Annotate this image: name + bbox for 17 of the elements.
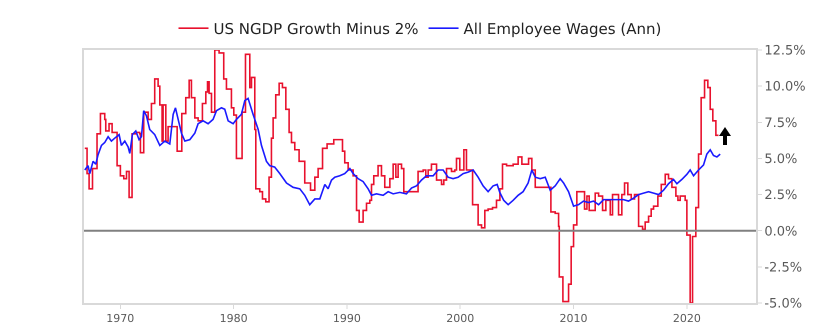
x-tick-label: 2010 bbox=[560, 312, 588, 325]
y-tick-label: 2.5% bbox=[764, 188, 798, 204]
y-tick-label: 0.0% bbox=[764, 224, 798, 240]
x-tick-label: 2020 bbox=[672, 312, 701, 325]
y-tick-label: 10.0% bbox=[764, 80, 806, 95]
x-tick-label: 1970 bbox=[106, 312, 134, 325]
y-tick-label: -2.5% bbox=[764, 260, 802, 276]
y-tick-label: -5.0% bbox=[764, 296, 802, 312]
x-tick-label: 1980 bbox=[220, 312, 248, 325]
line-series bbox=[84, 98, 721, 207]
y-tick-label: 5.0% bbox=[764, 152, 798, 167]
legend-label: US NGDP Growth Minus 2% bbox=[214, 20, 419, 38]
y-tick-label: 7.5% bbox=[764, 116, 798, 131]
x-tick-label: 2000 bbox=[446, 312, 474, 325]
y-tick-label: 12.5% bbox=[764, 44, 806, 59]
legend-label: All Employee Wages (Ann) bbox=[464, 20, 662, 38]
x-tick-label: 1990 bbox=[332, 312, 361, 325]
